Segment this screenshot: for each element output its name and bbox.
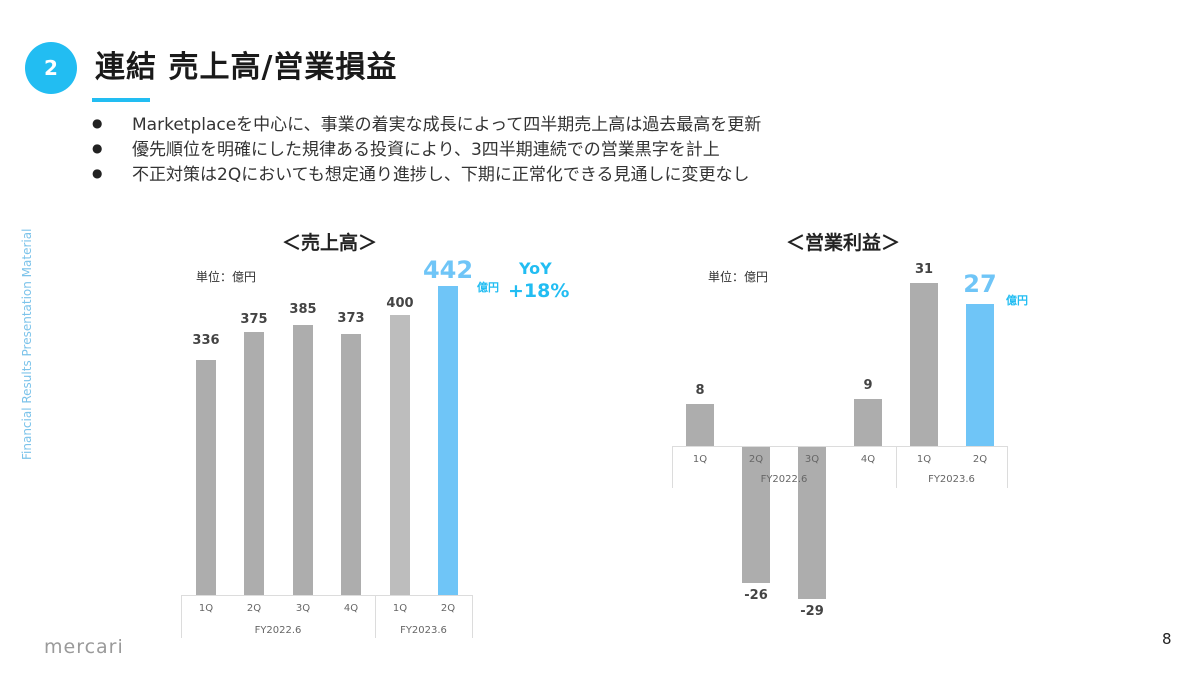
mercari-logo: mercari [44,636,124,658]
revenue-axis-divider [375,595,376,638]
revenue-chart: ＜売上高＞ 単位：億円 336 375 385 373 400 442 億円 Y… [181,232,570,638]
op-income-quarter-label: 4Q [860,454,876,465]
bullet-dot-icon: ● [92,165,103,180]
op-income-fy-label: FY2022.6 [760,474,808,485]
revenue-bar-fy22-2q [244,332,264,595]
revenue-bar-fy22-3q [293,325,313,595]
bullet-item: ● 優先順位を明確にした規律ある投資により、3四半期連続での営業黒字を計上 [92,135,761,160]
yoy-value: +18% [508,280,570,302]
revenue-bar-fy23-2q [438,286,458,595]
op-income-axis-divider [896,446,897,488]
op-income-fy-label: FY2023.6 [928,474,975,485]
op-income-quarter-label: 1Q [916,454,932,465]
op-income-quarter-label: 2Q [748,454,764,465]
title-underline [92,98,150,102]
bullet-item: ● Marketplaceを中心に、事業の着実な成長によって四半期売上高は過去最… [92,110,761,135]
revenue-axis-line [181,595,473,596]
bullet-list: ● Marketplaceを中心に、事業の着実な成長によって四半期売上高は過去最… [92,110,761,185]
revenue-quarter-label: 4Q [343,603,359,614]
op-income-bar-fy23-1q [910,283,938,446]
bullet-text: 優先順位を明確にした規律ある投資により、3四半期連続での営業黒字を計上 [132,140,720,160]
op-income-bar-fy22-4q [854,399,882,446]
op-income-bar-fy22-2q [742,446,770,583]
bullet-text: Marketplaceを中心に、事業の着実な成長によって四半期売上高は過去最高を… [132,115,762,135]
bullet-item: ● 不正対策は2Qにおいても想定通り進捗し、下期に正常化できる見通しに変更なし [92,160,761,185]
op-income-axis-divider [672,446,673,488]
revenue-highlight-value: 442 [422,256,474,284]
revenue-bar-fy23-1q [390,315,410,595]
revenue-quarter-label: 2Q [440,603,456,614]
revenue-quarter-label: 1Q [392,603,408,614]
yoy-label: YoY [519,259,552,278]
op-income-quarter-label: 2Q [972,454,988,465]
op-income-bar-fy22-1q [686,404,714,446]
page-number: 8 [1162,630,1172,648]
revenue-value-label: 373 [337,311,365,326]
op-income-chart-title: ＜営業利益＞ [786,232,901,254]
revenue-chart-title: ＜売上高＞ [282,232,378,254]
revenue-value-label: 336 [192,333,220,348]
revenue-quarter-label: 2Q [246,603,262,614]
revenue-axis-divider [181,595,182,638]
page-title: 連結 売上高/営業損益 [95,50,398,85]
op-income-quarter-label: 3Q [804,454,820,465]
op-income-value-label: 9 [863,378,873,393]
revenue-highlight-unit: 億円 [477,281,499,294]
bullet-dot-icon: ● [92,115,103,130]
revenue-fy-label: FY2022.6 [254,625,302,636]
op-income-unit-label: 単位：億円 [708,270,769,284]
section-number-badge: 2 [25,42,77,94]
op-income-highlight-value: 27 [963,270,997,298]
revenue-quarter-label: 1Q [198,603,214,614]
bullet-text: 不正対策は2Qにおいても想定通り進捗し、下期に正常化できる見通しに変更なし [132,165,750,185]
op-income-quarter-label: 1Q [692,454,708,465]
revenue-quarter-label: 3Q [295,603,311,614]
revenue-bar-fy22-4q [341,334,361,595]
op-income-bar-fy23-2q [966,304,994,446]
bullet-dot-icon: ● [92,140,103,155]
revenue-value-label: 400 [386,296,414,311]
revenue-value-label: 385 [289,302,317,317]
revenue-fy-label: FY2023.6 [400,625,447,636]
op-income-value-label: -26 [744,588,768,603]
op-income-value-label: 8 [695,383,705,398]
op-income-highlight-unit: 億円 [1006,294,1028,307]
revenue-bar-fy22-1q [196,360,216,595]
op-income-axis-divider [1007,446,1008,488]
op-income-bar-fy22-3q [798,446,826,599]
revenue-unit-label: 単位：億円 [196,270,257,284]
op-income-value-label: -29 [800,604,824,619]
revenue-axis-divider [472,595,473,638]
revenue-value-label: 375 [240,312,268,327]
op-income-value-label: 31 [914,262,934,277]
op-income-axis-line [672,446,1008,447]
